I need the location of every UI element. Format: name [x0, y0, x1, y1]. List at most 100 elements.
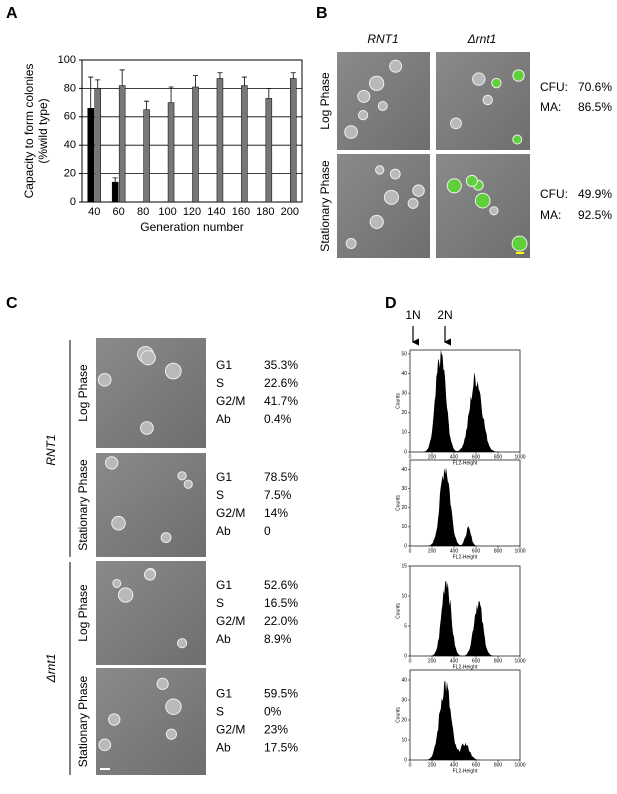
- cell: [512, 134, 523, 145]
- x-tick-label: 1000: [514, 762, 525, 768]
- phase-stat-value: 52.6%: [264, 578, 298, 592]
- y-tick-label: 10: [401, 593, 407, 599]
- cell: [183, 479, 193, 489]
- cell: [156, 677, 169, 690]
- column-header: Δrnt1: [467, 32, 497, 46]
- y-tick-label: 5: [404, 623, 407, 629]
- x-tick-label: 180: [256, 206, 274, 218]
- x-tick-label: 600: [472, 658, 481, 664]
- y-tick-label: 20: [401, 410, 407, 416]
- bar: [143, 109, 150, 203]
- cell: [357, 89, 371, 103]
- cell: [474, 192, 491, 209]
- phase-stat-value: 22.0%: [264, 614, 298, 628]
- error-bar: [266, 88, 272, 99]
- histogram-shape: [410, 580, 520, 656]
- y-axis-label: (%wild type): [36, 98, 50, 163]
- y-axis-label: Counts: [395, 707, 401, 723]
- stat-label: MA:: [540, 100, 561, 114]
- y-tick-label: 30: [401, 486, 407, 492]
- stat-label: CFU:: [540, 187, 568, 201]
- y-tick-label: 0: [404, 543, 407, 549]
- cell: [374, 165, 385, 175]
- y-tick-label: 40: [401, 467, 407, 473]
- phase-stat-label: G2/M: [216, 723, 245, 737]
- phase-stat-label: Ab: [216, 741, 231, 755]
- y-tick-label: 20: [401, 717, 407, 723]
- bar: [94, 88, 101, 203]
- bar: [290, 78, 297, 203]
- phase-stat-value: 78.5%: [264, 470, 298, 484]
- phase-label: Stationary Phase: [76, 675, 90, 767]
- y-axis-label: Counts: [395, 393, 401, 409]
- phase-stat-label: Ab: [216, 412, 231, 426]
- histogram-frame: [409, 459, 521, 547]
- micrograph: [96, 453, 206, 557]
- y-tick-label: 60: [64, 111, 76, 123]
- cell: [383, 189, 399, 205]
- y-tick-label: 10: [401, 430, 407, 436]
- phase-stat-value: 8.9%: [264, 632, 292, 646]
- y-tick-label: 0: [404, 449, 407, 455]
- y-tick-label: 0: [70, 196, 76, 208]
- x-axis-label: FL2-Height: [453, 460, 478, 466]
- cell: [97, 372, 112, 387]
- panel-label: C: [6, 295, 18, 312]
- y-tick-label: 80: [64, 82, 76, 94]
- cell: [389, 168, 401, 180]
- y-tick-label: 100: [58, 54, 76, 66]
- x-tick-label: 1000: [514, 548, 525, 554]
- phase-stat-value: 17.5%: [264, 741, 298, 755]
- y-tick-label: 30: [401, 390, 407, 396]
- cell: [369, 75, 385, 91]
- histogram-frame: [409, 349, 521, 453]
- histogram-shape: [410, 467, 520, 546]
- scale-bar: [100, 768, 110, 770]
- phase-stat-label: G1: [216, 687, 232, 701]
- x-tick-label: 60: [113, 206, 125, 218]
- panel-label: A: [6, 5, 18, 22]
- cell: [369, 214, 384, 230]
- y-tick-label: 10: [401, 737, 407, 743]
- cell: [105, 456, 119, 470]
- x-tick-label: 200: [428, 454, 437, 460]
- cell: [491, 77, 502, 89]
- x-tick-label: 800: [494, 658, 503, 664]
- x-tick-label: 140: [207, 206, 225, 218]
- cell: [450, 117, 462, 130]
- cell: [465, 174, 478, 188]
- error-bar: [290, 72, 296, 79]
- error-bar: [95, 79, 101, 89]
- histogram-frame: [409, 565, 521, 657]
- ploidy-marker: 1N: [405, 308, 420, 322]
- stat-label: MA:: [540, 208, 561, 222]
- bar: [192, 86, 199, 203]
- row-label: Stationary Phase: [318, 160, 332, 252]
- error-bar: [217, 72, 223, 79]
- strain-label: RNT1: [44, 434, 58, 465]
- phase-stat-label: S: [216, 488, 224, 502]
- phase-stat-label: S: [216, 376, 224, 390]
- cell: [357, 109, 369, 121]
- stat-value: 70.6%: [578, 80, 612, 94]
- phase-stat-label: G2/M: [216, 394, 245, 408]
- y-tick-label: 30: [401, 697, 407, 703]
- cell: [177, 638, 188, 649]
- cell: [472, 72, 486, 86]
- bar: [216, 78, 224, 203]
- cell: [111, 515, 126, 531]
- phase-stat-label: Ab: [216, 524, 231, 538]
- phase-stat-label: S: [216, 596, 224, 610]
- stat-value: 86.5%: [578, 100, 612, 114]
- cell: [407, 197, 419, 209]
- phase-stat-label: S: [216, 705, 224, 719]
- x-tick-label: 1000: [514, 658, 525, 664]
- y-tick-label: 40: [64, 139, 76, 151]
- phase-stat-value: 22.6%: [264, 376, 298, 390]
- error-bar: [112, 177, 118, 183]
- x-tick-label: 400: [450, 548, 459, 554]
- cell: [511, 235, 528, 252]
- x-tick-label: 0: [409, 658, 412, 664]
- cell: [512, 69, 525, 82]
